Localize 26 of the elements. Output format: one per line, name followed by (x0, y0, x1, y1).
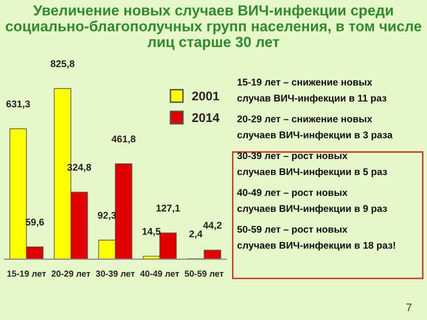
data-label: 127,1 (156, 204, 180, 213)
data-label: 631,3 (6, 100, 30, 109)
data-label: 461,8 (112, 136, 136, 144)
x-tick-label: 30-39 лет (96, 270, 135, 277)
text: 7 (406, 304, 412, 312)
text: 15-19 лет – снижение новых (238, 78, 372, 86)
data-label: 44,2 (203, 222, 222, 230)
text: 40-49 лет – рост новых (237, 189, 348, 198)
text: 30-39 лет – рост новых (237, 152, 348, 162)
data-label: 2,4 (189, 230, 202, 239)
x-tick-label: 15-19 лет (7, 270, 46, 277)
text: 50-59 лет – рост новых (237, 226, 348, 235)
text: случаев ВИЧ-инфекции в 5 раз (237, 168, 387, 178)
x-tick-label: 50-59 лет (184, 270, 224, 277)
x-tick-label: 20-29 лет (52, 270, 90, 277)
text: 20-29 лет – снижение новых (237, 115, 372, 122)
chart-title: Увеличение новых случаев ВИЧ-инфекции среди социально-благополучных групп населения, в том числе лиц старше 30 лет (6, 4, 422, 50)
text: случаев ВИЧ-инфекции в 18 раз! (237, 242, 395, 251)
legend-label: 2001 (192, 92, 220, 100)
text: случаев ВИЧ-инфекции в 3 раза (237, 131, 393, 140)
text: случаев ВИЧ-инфекции в 9 раз (237, 204, 387, 214)
text: случав ВИЧ-инфекции в 11 раз (237, 94, 386, 104)
data-label: 825,8 (50, 60, 74, 69)
legend-label: 2014 (192, 113, 220, 122)
data-label: 14,5 (142, 228, 161, 236)
x-tick-label: 40-49 лет (140, 270, 180, 277)
